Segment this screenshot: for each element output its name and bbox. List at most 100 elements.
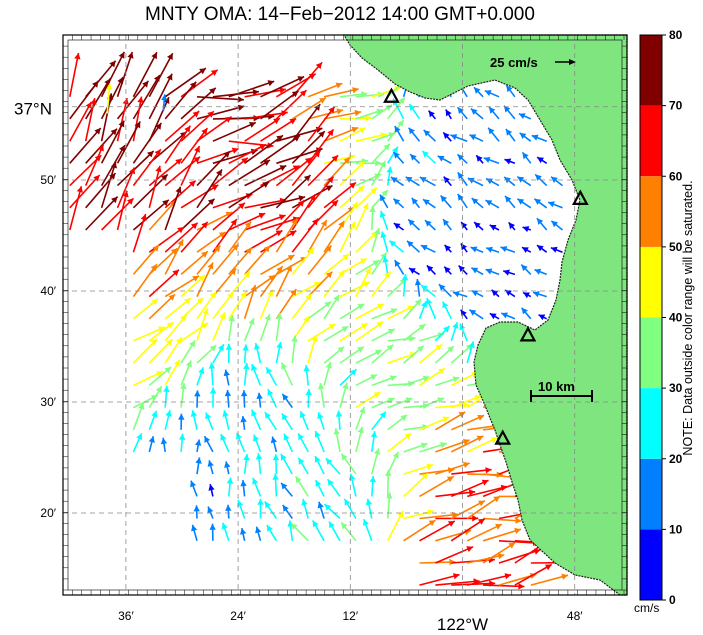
current-vector-head	[190, 410, 198, 417]
colorbar-tick-label: 40	[669, 311, 683, 325]
current-vector	[228, 181, 270, 209]
current-vector-head	[286, 265, 292, 272]
current-vector-head	[426, 463, 433, 470]
current-vector-head	[435, 344, 443, 351]
current-vector-head	[226, 477, 234, 484]
current-vector-head	[505, 290, 512, 296]
current-vector-head	[255, 526, 262, 534]
current-vector-head	[172, 269, 179, 277]
current-vector-head	[192, 275, 199, 282]
current-vector-head	[327, 129, 334, 137]
current-vector-head	[216, 169, 222, 177]
current-vector-head	[191, 524, 198, 532]
current-vector-head	[535, 174, 542, 181]
current-vector-head	[317, 501, 324, 509]
latitude-label: 50′	[40, 173, 56, 187]
current-vector-head	[501, 312, 508, 319]
colorbar-tick-label: 10	[669, 522, 683, 536]
current-vector	[164, 239, 184, 275]
current-vector	[244, 274, 276, 298]
current-vector-head	[201, 251, 208, 258]
current-vector-head	[164, 367, 172, 374]
current-vector-head	[241, 157, 248, 164]
current-vector-head	[325, 185, 333, 192]
current-vector-head	[76, 186, 83, 193]
current-vector-head	[237, 104, 245, 111]
current-vector-head	[272, 473, 279, 480]
current-vector-head	[273, 118, 280, 125]
current-vector-head	[224, 116, 232, 123]
current-vector	[307, 219, 328, 253]
current-vector-head	[173, 359, 180, 367]
current-vector	[116, 121, 141, 164]
current-vector-head	[468, 341, 475, 349]
current-vector-head	[385, 469, 392, 476]
current-vector-head	[452, 322, 459, 329]
current-vector	[435, 439, 470, 453]
current-vector-head	[122, 190, 129, 198]
current-vector-head	[282, 393, 289, 401]
current-vector	[307, 106, 336, 142]
current-vector	[212, 202, 246, 231]
current-vector-head	[291, 91, 299, 98]
current-vector-head	[370, 431, 378, 438]
current-vector-head	[328, 324, 336, 330]
current-vector-head	[299, 90, 307, 97]
current-vector-head	[263, 160, 270, 166]
current-vector-head	[209, 523, 216, 530]
current-vector-head	[421, 285, 428, 292]
current-vector-head	[400, 414, 408, 422]
current-vector-head	[420, 245, 428, 251]
current-vector-head	[506, 85, 513, 93]
current-vector-head	[142, 80, 149, 88]
current-vector-head	[309, 194, 316, 202]
current-vector-head	[256, 392, 263, 399]
current-vector-head	[207, 111, 214, 118]
current-vector-head	[329, 521, 335, 529]
current-vector-head	[240, 291, 247, 299]
current-vector-head	[184, 125, 191, 133]
current-vector-head	[354, 109, 361, 117]
current-vector	[291, 150, 321, 187]
current-vector-head	[503, 269, 510, 276]
current-vector-head	[331, 200, 338, 207]
current-vector-head	[252, 89, 259, 96]
current-vector	[323, 156, 351, 187]
colorbar-segment	[640, 458, 662, 530]
current-vector-head	[357, 346, 364, 353]
current-vector	[101, 197, 135, 231]
current-vector-head	[314, 456, 321, 463]
current-vector-head	[325, 458, 333, 465]
current-vector-head	[298, 457, 305, 465]
current-vector-head	[341, 453, 348, 461]
current-vector	[85, 196, 119, 231]
current-vector-head	[208, 362, 215, 369]
current-vector-head	[248, 318, 255, 325]
current-vector-head	[290, 289, 297, 296]
current-vector-head	[193, 156, 201, 163]
current-vector-head	[474, 87, 481, 94]
current-vector	[100, 120, 125, 164]
current-vector-head	[327, 479, 334, 486]
colorbar-tick-label: 50	[669, 240, 683, 254]
current-vector-head	[365, 114, 372, 122]
current-vector-head	[446, 476, 454, 483]
current-vector-head	[236, 432, 242, 440]
current-vector-head	[218, 344, 224, 352]
current-vector-head	[469, 134, 477, 141]
current-vector-head	[184, 298, 191, 305]
current-vector	[467, 554, 505, 564]
current-vector-head	[194, 146, 200, 153]
chart-title: MNTY OMA: 14−Feb−2012 14:00 GMT+0.000	[145, 4, 535, 25]
current-vector-head	[383, 143, 390, 151]
current-vector-head	[237, 500, 244, 507]
frame-inner	[67, 39, 623, 591]
current-vector-head	[484, 90, 492, 96]
current-vector-head	[426, 298, 433, 305]
current-vector-head	[410, 154, 417, 161]
graticule	[63, 35, 627, 595]
current-vector	[148, 165, 161, 208]
radar-station-marker	[519, 326, 537, 342]
current-vector-head	[407, 240, 414, 248]
